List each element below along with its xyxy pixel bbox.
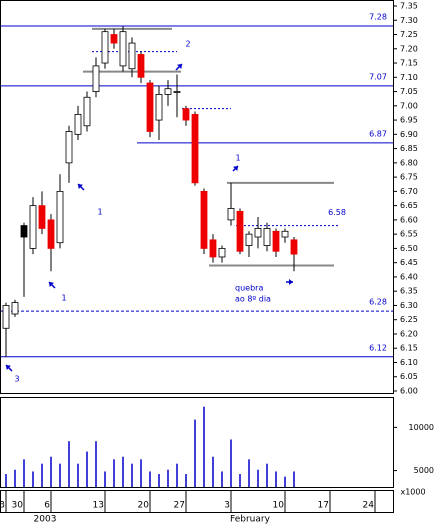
year-label: 2003 bbox=[34, 515, 57, 524]
candle-body bbox=[227, 208, 235, 221]
y-tick-label: 6.25 bbox=[400, 315, 418, 324]
candle-body bbox=[47, 219, 55, 249]
y-tick-label: 6.40 bbox=[400, 272, 418, 281]
x-tick-label: 3 bbox=[224, 501, 230, 511]
y-tick-label: 6.70 bbox=[400, 187, 418, 196]
x-tick-label: 6 bbox=[44, 501, 50, 511]
y-tick-label: 6.45 bbox=[400, 258, 418, 267]
y-tick-label: 6.75 bbox=[400, 173, 418, 182]
y-tick-label: 6.15 bbox=[400, 344, 418, 353]
x-tick-label: 27 bbox=[174, 501, 185, 511]
y-tick-label: 7.10 bbox=[400, 73, 418, 82]
candle-body bbox=[83, 96, 91, 127]
y-tick-label: 6.65 bbox=[400, 201, 418, 210]
date-panel bbox=[0, 490, 394, 513]
y-tick-label: 7.25 bbox=[400, 30, 418, 39]
price-panel bbox=[0, 0, 394, 394]
y-tick-label: 7.30 bbox=[400, 16, 418, 25]
candle-body bbox=[20, 225, 28, 238]
y-tick-label: 7.35 bbox=[400, 2, 418, 11]
candle-body bbox=[209, 239, 217, 258]
candle-body bbox=[164, 88, 172, 95]
volume-tick-label: 10000 bbox=[409, 423, 434, 432]
y-tick-label: 6.85 bbox=[400, 144, 418, 153]
y-tick-label: 6.00 bbox=[400, 387, 418, 396]
level-label: 6.87 bbox=[369, 129, 387, 138]
level-label: 6.28 bbox=[369, 298, 387, 307]
y-tick-label: 6.55 bbox=[400, 230, 418, 239]
level-label: 7.28 bbox=[369, 12, 387, 21]
candle-body bbox=[2, 305, 10, 329]
arrow-head bbox=[177, 64, 182, 69]
candle-body bbox=[110, 34, 118, 44]
annotation: quebra bbox=[235, 284, 263, 293]
candle-body bbox=[29, 205, 37, 249]
candle-body bbox=[146, 82, 154, 132]
y-tick-label: 6.10 bbox=[400, 358, 418, 367]
annotation: 1 bbox=[97, 208, 102, 217]
candle-body bbox=[200, 190, 208, 249]
y-tick-label: 7.05 bbox=[400, 87, 418, 96]
annotation: 1 bbox=[235, 154, 240, 163]
x-tick-label: 23 bbox=[0, 501, 5, 511]
candle-body bbox=[137, 54, 145, 78]
month-label: February bbox=[230, 515, 271, 524]
candle-body bbox=[11, 302, 19, 315]
volume-tick-label: 5000 bbox=[414, 466, 434, 475]
y-tick-label: 6.30 bbox=[400, 301, 418, 310]
candle-body bbox=[281, 230, 289, 238]
x-tick-label: 24 bbox=[363, 501, 375, 511]
candle-body bbox=[236, 210, 244, 252]
y-tick-label: 7.15 bbox=[400, 59, 418, 68]
candle-body bbox=[218, 248, 226, 258]
x-tick-label: 17 bbox=[318, 501, 329, 511]
arrow-head bbox=[289, 279, 293, 285]
x-tick-label: 30 bbox=[12, 501, 24, 511]
candle-body bbox=[254, 228, 262, 238]
x-tick-label: 20 bbox=[138, 501, 150, 511]
candle-body bbox=[290, 239, 298, 255]
candle-body bbox=[56, 190, 64, 244]
y-tick-label: 6.95 bbox=[400, 116, 418, 125]
candle-body bbox=[101, 31, 109, 64]
candle-body bbox=[272, 230, 280, 252]
y-tick-label: 6.05 bbox=[400, 372, 418, 381]
annotation: ao 8º dia bbox=[235, 295, 271, 304]
annotation: 3 bbox=[14, 375, 19, 384]
y-tick-label: 7.00 bbox=[400, 101, 418, 110]
x-tick-label: 10 bbox=[273, 501, 285, 511]
level-label: 6.12 bbox=[369, 343, 387, 352]
candle-body bbox=[182, 108, 190, 121]
candle-body bbox=[191, 113, 199, 184]
candle-body bbox=[263, 228, 271, 246]
arrow-head bbox=[6, 365, 11, 370]
x-tick-label: 13 bbox=[93, 501, 104, 511]
y-tick-label: 6.90 bbox=[400, 130, 418, 139]
candle-body bbox=[173, 91, 181, 93]
arrow-head bbox=[233, 166, 238, 171]
candle-body bbox=[92, 65, 100, 92]
y-tick-label: 7.20 bbox=[400, 44, 418, 53]
y-tick-label: 6.20 bbox=[400, 329, 418, 338]
candle-body bbox=[128, 42, 136, 70]
candle-body bbox=[245, 233, 253, 246]
y-tick-label: 6.80 bbox=[400, 158, 418, 167]
candle-body bbox=[119, 31, 127, 67]
level-label: 7.07 bbox=[369, 72, 387, 81]
y-tick-label: 6.60 bbox=[400, 215, 418, 224]
candle-body bbox=[155, 94, 163, 121]
dotted-line-label: 6.58 bbox=[328, 208, 346, 217]
arrow-head bbox=[49, 282, 54, 287]
annotation: 1 bbox=[61, 294, 66, 303]
candle-body bbox=[38, 205, 46, 229]
volume-unit: x1000 bbox=[400, 488, 425, 497]
y-tick-label: 6.50 bbox=[400, 244, 418, 253]
candle-body bbox=[65, 131, 73, 164]
annotation: 2 bbox=[185, 40, 190, 49]
arrow-head bbox=[78, 184, 83, 189]
volume-panel bbox=[0, 397, 394, 488]
candle-body bbox=[74, 113, 82, 135]
y-tick-label: 6.35 bbox=[400, 287, 418, 296]
